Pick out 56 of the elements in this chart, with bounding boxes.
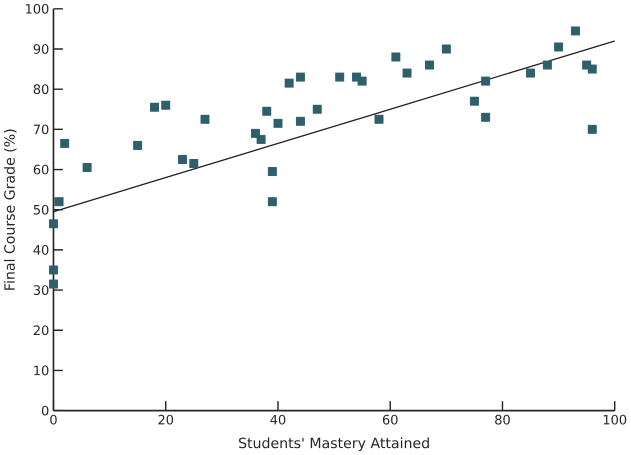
point — [588, 124, 597, 134]
point — [312, 104, 322, 114]
point — [554, 42, 564, 52]
point — [48, 266, 58, 274]
y-axis-title: Final Course Grade (%) — [4, 130, 17, 290]
y-tick-label: 70 — [34, 124, 48, 134]
point — [296, 116, 305, 126]
point — [60, 138, 70, 148]
y-tick-label: 40 — [33, 245, 48, 255]
point — [178, 155, 188, 164]
point — [425, 60, 434, 70]
point — [542, 60, 552, 70]
point — [54, 197, 64, 206]
x-tick-label: 60 — [382, 414, 398, 425]
point — [402, 68, 412, 78]
y-tick-label: 100 — [26, 4, 48, 14]
x-axis-title: Students' Mastery Attained — [238, 437, 429, 452]
y-tick-label: 50 — [34, 204, 48, 215]
point — [273, 118, 282, 128]
point — [470, 96, 479, 106]
y-tick-label: 80 — [34, 84, 48, 94]
y-tick-label: 20 — [34, 325, 48, 336]
x-tick-label: 20 — [158, 414, 174, 425]
point — [48, 219, 58, 228]
point — [391, 52, 400, 62]
x-tick-label: 80 — [495, 414, 510, 425]
point — [268, 197, 277, 206]
point — [150, 102, 159, 112]
point — [442, 44, 451, 54]
point — [200, 114, 210, 124]
x-tick-label: 40 — [270, 414, 286, 425]
y-tick-label: 60 — [34, 164, 48, 174]
point — [374, 114, 384, 124]
x-tick-label: 0 — [50, 414, 57, 425]
point — [262, 106, 272, 116]
point — [570, 26, 580, 36]
point — [335, 72, 344, 82]
point — [268, 167, 277, 176]
point — [481, 112, 490, 122]
point — [161, 100, 170, 110]
point — [189, 159, 198, 168]
y-tick-label: 0 — [42, 406, 48, 416]
point — [588, 64, 597, 74]
point — [481, 76, 490, 86]
point — [526, 68, 536, 78]
y-tick-label: 30 — [34, 285, 48, 295]
y-tick-label: 10 — [34, 366, 48, 376]
point — [48, 280, 58, 289]
point — [358, 76, 367, 86]
point — [284, 78, 294, 88]
point — [256, 134, 266, 144]
point — [296, 72, 305, 82]
x-tick-label: 100 — [604, 414, 626, 425]
point — [82, 163, 92, 172]
y-tick-label: 90 — [34, 44, 48, 54]
point — [133, 140, 142, 150]
